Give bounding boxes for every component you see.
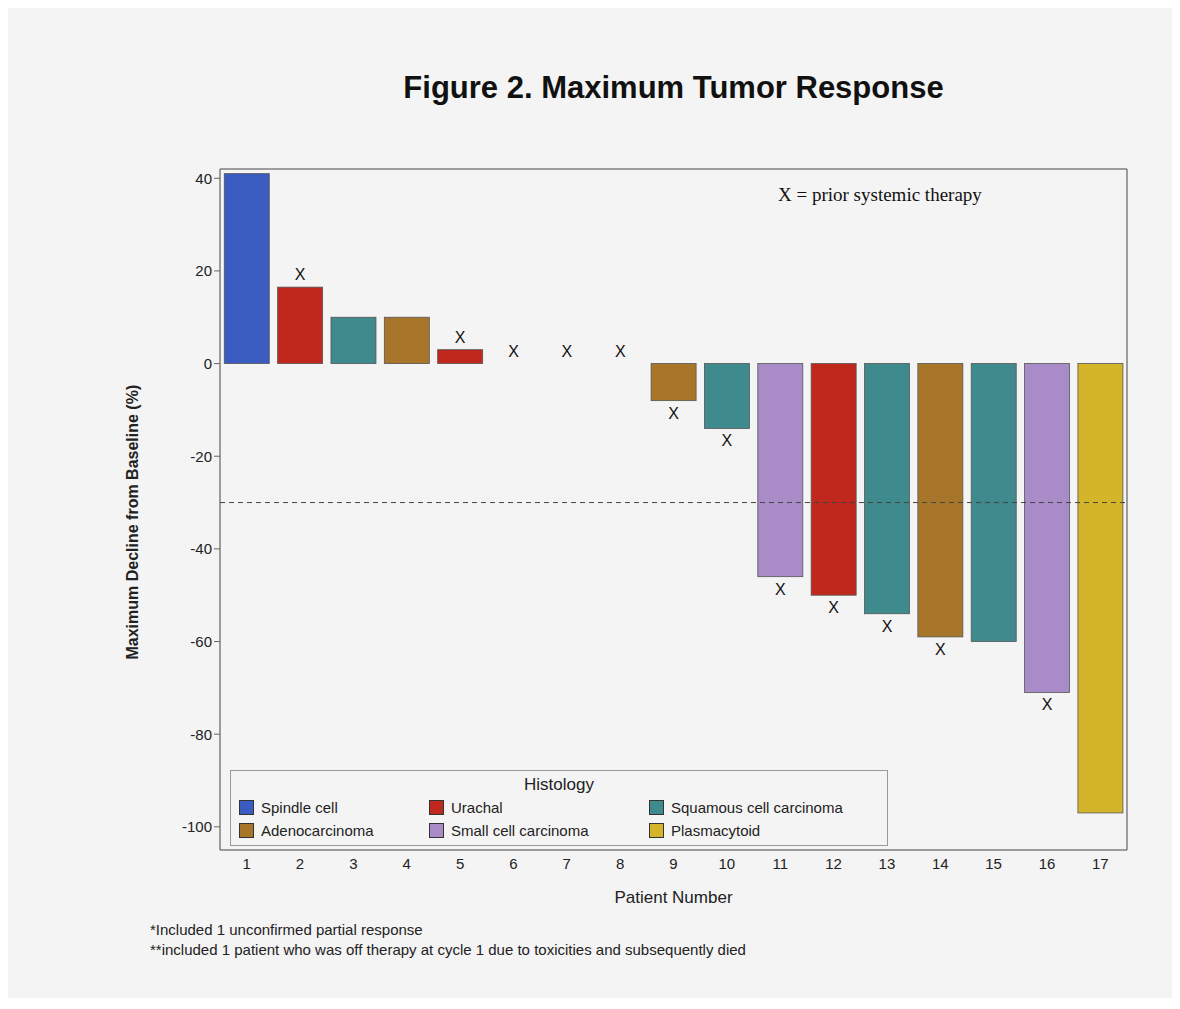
svg-text:X: X <box>882 618 893 635</box>
html-text:X = prior systemic therapy: X = prior systemic therapy <box>778 184 982 205</box>
html-text:Urachal: Urachal <box>451 799 503 816</box>
svg-text:X: X <box>615 343 626 360</box>
svg-text:X: X <box>508 343 519 360</box>
svg-text:X: X <box>828 599 839 616</box>
svg-text:X: X <box>295 266 306 283</box>
html-text:Histology: Histology <box>524 775 594 794</box>
html-text:Squamous cell carcinoma: Squamous cell carcinoma <box>671 799 843 816</box>
svg-text:8: 8 <box>616 855 624 872</box>
svg-text:6: 6 <box>509 855 517 872</box>
svg-text:5: 5 <box>456 855 464 872</box>
svg-text:X: X <box>1042 696 1053 713</box>
svg-text:14: 14 <box>932 855 949 872</box>
svg-text:X: X <box>455 329 466 346</box>
svg-text:0: 0 <box>204 355 212 372</box>
svg-text:12: 12 <box>825 855 842 872</box>
html-text:**included 1 patient who was o: **included 1 patient who was off therapy… <box>150 941 746 958</box>
svg-text:11: 11 <box>772 855 788 872</box>
svg-text:15: 15 <box>985 855 1002 872</box>
svg-text:-100: -100 <box>182 818 212 835</box>
html-text:Small cell carcinoma: Small cell carcinoma <box>451 822 589 839</box>
svg-text:1: 1 <box>243 855 251 872</box>
svg-text:20: 20 <box>195 262 212 279</box>
html-text:Figure 2. Maximum Tumor Respon: Figure 2. Maximum Tumor Response <box>403 70 944 105</box>
html-text:Adenocarcinoma: Adenocarcinoma <box>261 822 374 839</box>
svg-text:3: 3 <box>349 855 357 872</box>
svg-text:-80: -80 <box>190 726 212 743</box>
svg-text:-20: -20 <box>190 448 212 465</box>
svg-text:40: 40 <box>195 170 212 187</box>
svg-text:X: X <box>562 343 573 360</box>
svg-text:7: 7 <box>563 855 571 872</box>
svg-text:X: X <box>668 405 679 422</box>
svg-text:-60: -60 <box>190 633 212 650</box>
svg-text:10: 10 <box>719 855 736 872</box>
svg-text:X: X <box>775 581 786 598</box>
html-text:Spindle cell: Spindle cell <box>261 799 338 816</box>
svg-text:16: 16 <box>1039 855 1056 872</box>
svg-text:4: 4 <box>403 855 411 872</box>
html-text:*Included 1 unconfirmed partia: *Included 1 unconfirmed partial response <box>150 921 423 938</box>
svg-text:-40: -40 <box>190 540 212 557</box>
svg-text:X: X <box>722 432 733 449</box>
svg-text:Patient Number: Patient Number <box>614 888 732 907</box>
svg-text:17: 17 <box>1092 855 1109 872</box>
svg-text:X: X <box>935 641 946 658</box>
svg-text:2: 2 <box>296 855 304 872</box>
svg-text:Maximum Decline from Baseline: Maximum Decline from Baseline (%) <box>124 385 141 660</box>
svg-text:9: 9 <box>669 855 677 872</box>
svg-text:13: 13 <box>879 855 896 872</box>
html-text:Plasmacytoid: Plasmacytoid <box>671 822 761 839</box>
